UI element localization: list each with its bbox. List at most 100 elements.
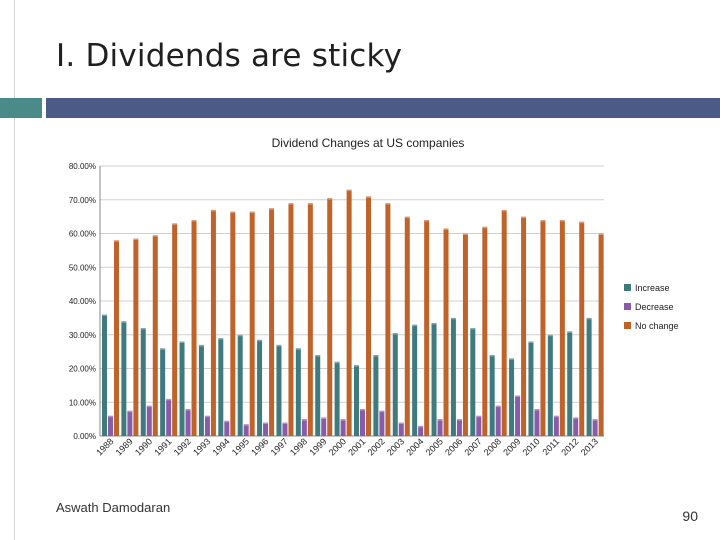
bar-increase-1994 (218, 338, 224, 436)
bar-top-highlight (301, 419, 307, 421)
x-tick-label-1991: 1991 (152, 436, 173, 457)
bar-top-highlight (534, 409, 540, 411)
bar-increase-1995 (237, 334, 243, 436)
bar-top-highlight (495, 405, 501, 408)
bar-top-highlight (146, 405, 152, 408)
legend-label-no-change: No change (635, 320, 679, 331)
bar-top-highlight (140, 328, 146, 330)
bar-increase-2006 (450, 317, 456, 436)
bar-top-highlight (257, 339, 263, 342)
bar-top-highlight (450, 317, 456, 320)
bar-top-highlight (224, 420, 230, 423)
legend-swatch-increase (624, 284, 631, 291)
bar-top-highlight (540, 220, 546, 222)
bar-no-change-1996 (269, 208, 275, 436)
bar-top-highlight (114, 240, 119, 242)
bar-decrease-2004 (418, 425, 424, 436)
bar-increase-2004 (412, 324, 418, 436)
bar-top-highlight (166, 398, 172, 401)
bar-top-highlight (567, 331, 573, 333)
legend-item-increase: Increase (624, 278, 679, 297)
y-tick-label: 80.00% (69, 162, 96, 171)
bar-top-highlight (515, 395, 521, 397)
bar-no-change-2008 (501, 209, 507, 436)
y-tick-label: 10.00% (69, 398, 96, 407)
x-tick-label-2000: 2000 (327, 436, 348, 457)
y-tick-label: 60.00% (69, 230, 96, 239)
accent-square (0, 98, 42, 118)
bar-increase-1990 (140, 328, 146, 436)
x-tick-label-1992: 1992 (172, 436, 193, 457)
bar-no-change-1995 (249, 211, 255, 436)
bar-top-highlight (282, 422, 288, 424)
accent-bar (46, 98, 720, 118)
bar-decrease-2013 (592, 419, 598, 436)
bar-no-change-1988 (114, 240, 119, 436)
bar-top-highlight (366, 196, 371, 198)
bar-decrease-1999 (321, 417, 327, 436)
x-tick-label-1989: 1989 (114, 436, 135, 457)
bar-top-highlight (237, 334, 243, 337)
bar-top-highlight (249, 211, 255, 214)
y-tick-label: 70.00% (69, 196, 96, 205)
x-tick-label-1996: 1996 (249, 436, 270, 457)
bar-top-highlight (133, 238, 139, 241)
bar-increase-2003 (392, 333, 398, 436)
bar-top-highlight (385, 203, 391, 205)
bar-decrease-1995 (243, 424, 249, 436)
bar-no-change-2006 (462, 233, 468, 436)
bar-decrease-1997 (282, 422, 288, 436)
bar-top-highlight (321, 417, 327, 419)
bar-increase-1992 (179, 341, 185, 436)
bar-no-change-2007 (482, 226, 488, 436)
x-tick-label-2004: 2004 (404, 436, 425, 457)
bar-no-change-1998 (307, 203, 313, 436)
bar-no-change-2001 (366, 196, 371, 436)
bar-decrease-2000 (340, 419, 346, 436)
bar-no-change-1997 (288, 203, 294, 436)
bar-top-highlight (315, 355, 321, 357)
bar-top-highlight (462, 233, 468, 235)
bar-increase-1999 (315, 355, 321, 436)
grid-layer (99, 165, 604, 437)
bar-top-highlight (121, 321, 127, 323)
bar-decrease-1993 (204, 415, 210, 436)
bar-top-highlight (102, 314, 107, 316)
bar-no-change-2009 (521, 216, 527, 436)
x-tick-label-1999: 1999 (307, 436, 328, 457)
bar-top-highlight (482, 226, 488, 229)
bar-top-highlight (127, 410, 133, 413)
bar-increase-2011 (547, 334, 553, 436)
bar-top-highlight (307, 203, 313, 205)
bar-no-change-2012 (579, 221, 585, 436)
bar-increase-2007 (470, 328, 476, 436)
bar-top-highlight (398, 422, 404, 424)
bar-top-highlight (185, 409, 191, 411)
legend-swatch-no-change (624, 322, 631, 329)
bar-top-highlight (592, 419, 598, 421)
bar-top-highlight (443, 228, 449, 230)
bar-decrease-2003 (398, 422, 404, 436)
bar-decrease-2007 (476, 415, 482, 436)
y-tick-label: 0.00% (73, 432, 96, 441)
legend-label-increase: Increase (635, 282, 670, 293)
page-number: 90 (682, 508, 698, 524)
legend-label-decrease: Decrease (635, 301, 674, 312)
left-rule (14, 0, 15, 540)
bar-top-highlight (424, 220, 430, 222)
x-tick-label-1990: 1990 (133, 436, 154, 457)
bar-top-highlight (501, 209, 507, 212)
bar-increase-1989 (121, 321, 127, 436)
bar-no-change-2004 (424, 220, 430, 436)
bar-decrease-1998 (301, 419, 307, 436)
bar-top-highlight (373, 355, 379, 357)
bar-top-highlight (354, 365, 359, 367)
x-tick-label-1997: 1997 (269, 436, 290, 457)
bar-no-change-1994 (230, 211, 236, 436)
bar-increase-1996 (257, 339, 263, 436)
slide-title: I. Dividends are sticky (56, 38, 403, 74)
bar-top-highlight (392, 333, 398, 335)
x-tick-label-2011: 2011 (541, 436, 562, 457)
bar-top-highlight (456, 419, 462, 421)
